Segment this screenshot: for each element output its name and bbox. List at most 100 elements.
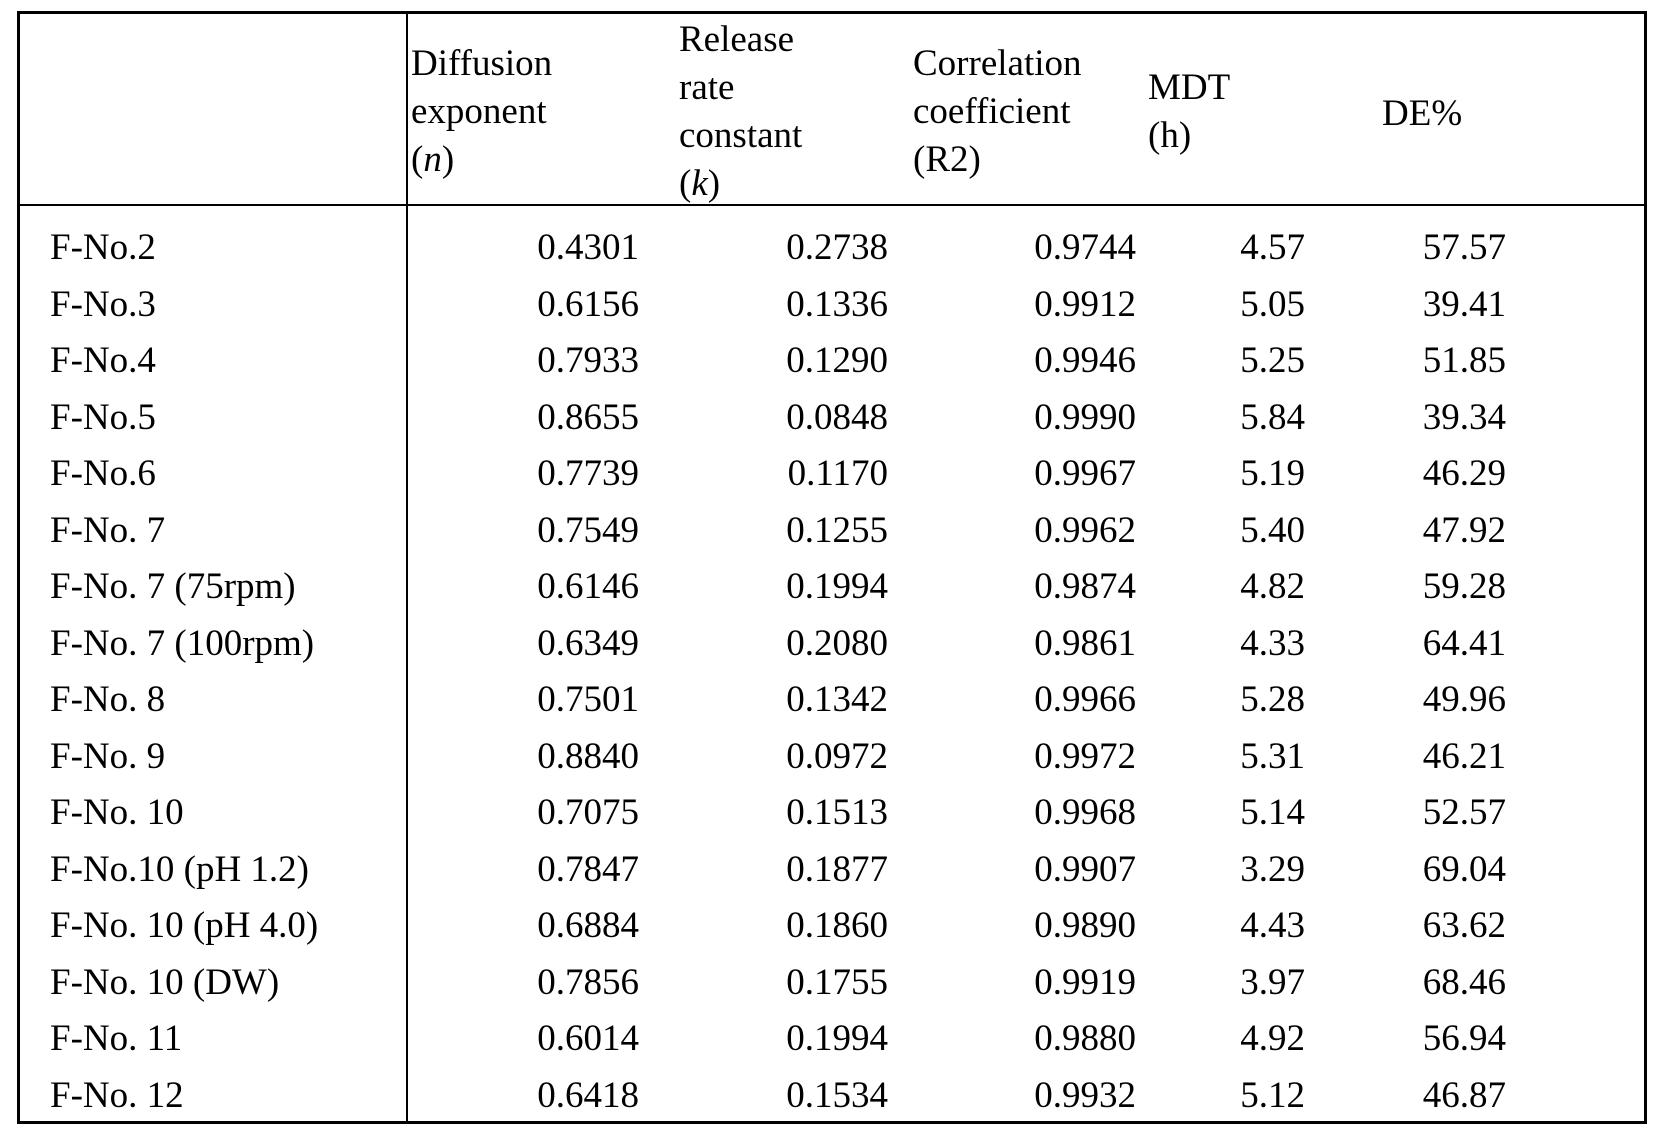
correlation-value: 0.9907 xyxy=(1034,842,1136,898)
release-rate-value: 0.1860 xyxy=(786,898,888,954)
correlation-value: 0.9890 xyxy=(1034,898,1136,954)
mdt-value: 5.31 xyxy=(1240,729,1305,785)
correlation-value: 0.9874 xyxy=(1034,559,1136,615)
diffusion-exponent-value: 0.7847 xyxy=(537,842,639,898)
formulation-name: F-No. 7 xyxy=(50,503,165,559)
table-row: F-No. 10 (DW)0.78560.17550.99193.9768.46 xyxy=(20,955,1644,1012)
header-line: rate xyxy=(679,64,802,112)
header-line: DE% xyxy=(1382,90,1462,138)
table-row: F-No. 110.60140.19940.98804.9256.94 xyxy=(20,1011,1644,1068)
header-line: coefficient xyxy=(913,88,1082,136)
mdt-value: 5.84 xyxy=(1240,390,1305,446)
header-correlation-coefficient: Correlation coefficient (R2) xyxy=(913,40,1082,184)
formulation-name: F-No. 7 (75rpm) xyxy=(50,559,296,615)
formulation-name: F-No.6 xyxy=(50,446,156,502)
header-line: (h) xyxy=(1148,112,1230,160)
release-rate-value: 0.1255 xyxy=(786,503,888,559)
header-line: exponent xyxy=(411,88,552,136)
formulation-name: F-No.4 xyxy=(50,333,156,389)
diffusion-exponent-value: 0.6014 xyxy=(537,1011,639,1067)
formulation-name: F-No. 10 (pH 4.0) xyxy=(50,898,318,954)
de-percent-value: 68.46 xyxy=(1423,955,1506,1011)
de-percent-value: 46.21 xyxy=(1423,729,1506,785)
correlation-value: 0.9919 xyxy=(1034,955,1136,1011)
header-symbol-line: (n) xyxy=(411,136,552,184)
release-rate-value: 0.0848 xyxy=(786,390,888,446)
release-rate-value: 0.1877 xyxy=(786,842,888,898)
release-rate-value: 0.1336 xyxy=(786,277,888,333)
de-percent-value: 63.62 xyxy=(1423,898,1506,954)
de-percent-value: 39.41 xyxy=(1423,277,1506,333)
header-line: Release xyxy=(679,16,802,64)
table-row: F-No. 10 (pH 4.0) 0.6884 0.1860 0.9890 4.43 6… xyxy=(20,898,1644,955)
diffusion-exponent-value: 0.6156 xyxy=(537,277,639,333)
header-release-rate-constant: Release rate constant (k) xyxy=(679,16,802,208)
diffusion-exponent-value: 0.7549 xyxy=(537,503,639,559)
diffusion-exponent-value: 0.6418 xyxy=(537,1068,639,1124)
diffusion-exponent-value: 0.6349 xyxy=(537,616,639,672)
de-percent-value: 51.85 xyxy=(1423,333,1506,389)
de-percent-value: 57.57 xyxy=(1423,220,1506,276)
table-row: F-No. 100.70750.15130.99685.1452.57 xyxy=(20,785,1644,842)
correlation-value: 0.9967 xyxy=(1034,446,1136,502)
mdt-value: 5.19 xyxy=(1240,446,1305,502)
de-percent-value: 64.41 xyxy=(1423,616,1506,672)
table-row: F-No.10 (pH 1.2)0.78470.18770.99073.2969… xyxy=(20,842,1644,899)
mdt-value: 5.14 xyxy=(1240,785,1305,841)
release-rate-value: 0.1290 xyxy=(786,333,888,389)
table-row: F-No.20.43010.27380.97444.5757.57 xyxy=(20,220,1644,277)
formulation-name: F-No.5 xyxy=(50,390,156,446)
header-mdt: MDT (h) xyxy=(1148,64,1230,160)
formulation-name: F-No. 7 (100rpm) xyxy=(50,616,314,672)
release-rate-value: 0.2738 xyxy=(786,220,888,276)
header-de-percent: DE% xyxy=(1382,90,1462,138)
release-rate-value: 0.1994 xyxy=(786,559,888,615)
correlation-value: 0.9880 xyxy=(1034,1011,1136,1067)
de-percent-value: 52.57 xyxy=(1423,785,1506,841)
mdt-value: 5.25 xyxy=(1240,333,1305,389)
mdt-value: 4.43 xyxy=(1240,898,1305,954)
release-rate-value: 0.1513 xyxy=(786,785,888,841)
mdt-value: 4.82 xyxy=(1240,559,1305,615)
correlation-value: 0.9912 xyxy=(1034,277,1136,333)
diffusion-exponent-value: 0.7501 xyxy=(537,672,639,728)
diffusion-exponent-value: 0.8655 xyxy=(537,390,639,446)
de-percent-value: 46.29 xyxy=(1423,446,1506,502)
diffusion-exponent-value: 0.4301 xyxy=(537,220,639,276)
de-percent-value: 47.92 xyxy=(1423,503,1506,559)
correlation-value: 0.9966 xyxy=(1034,672,1136,728)
formulation-name: F-No.3 xyxy=(50,277,156,333)
table-row: F-No. 80.75010.13420.99665.2849.96 xyxy=(20,672,1644,729)
correlation-value: 0.9744 xyxy=(1034,220,1136,276)
de-percent-value: 69.04 xyxy=(1423,842,1506,898)
header-diffusion-exponent: Diffusion exponent (n) xyxy=(411,40,552,184)
mdt-value: 4.92 xyxy=(1240,1011,1305,1067)
release-rate-value: 0.1994 xyxy=(786,1011,888,1067)
mdt-value: 3.97 xyxy=(1240,955,1305,1011)
formulation-name: F-No. 12 xyxy=(50,1068,184,1124)
table-row: F-No. 90.88400.09720.99725.3146.21 xyxy=(20,729,1644,786)
table-row: F-No. 7 (100rpm)0.63490.20800.98614.3364… xyxy=(20,616,1644,673)
diffusion-exponent-value: 0.6146 xyxy=(537,559,639,615)
formulation-name: F-No.10 (pH 1.2) xyxy=(50,842,309,898)
header-line: Correlation xyxy=(913,40,1082,88)
correlation-value: 0.9962 xyxy=(1034,503,1136,559)
diffusion-exponent-value: 0.7075 xyxy=(537,785,639,841)
mdt-value: 5.40 xyxy=(1240,503,1305,559)
de-percent-value: 39.34 xyxy=(1423,390,1506,446)
table-row: F-No. 120.64180.15340.99325.1246.87 xyxy=(20,1068,1644,1125)
table-body: F-No.20.43010.27380.97444.5757.57F-No.30… xyxy=(20,220,1644,1124)
header-line: MDT xyxy=(1148,64,1230,112)
correlation-value: 0.9968 xyxy=(1034,785,1136,841)
header-line: constant xyxy=(679,112,802,160)
diffusion-exponent-value: 0.6884 xyxy=(537,898,639,954)
mdt-value: 5.12 xyxy=(1240,1068,1305,1124)
correlation-value: 0.9861 xyxy=(1034,616,1136,672)
table-row: F-No.50.86550.08480.99905.8439.34 xyxy=(20,390,1644,447)
de-percent-value: 59.28 xyxy=(1423,559,1506,615)
mdt-value: 4.57 xyxy=(1240,220,1305,276)
diffusion-exponent-value: 0.8840 xyxy=(537,729,639,785)
de-percent-value: 56.94 xyxy=(1423,1011,1506,1067)
data-table: Diffusion exponent (n) Release rate cons… xyxy=(17,11,1647,1124)
release-rate-value: 0.1342 xyxy=(786,672,888,728)
